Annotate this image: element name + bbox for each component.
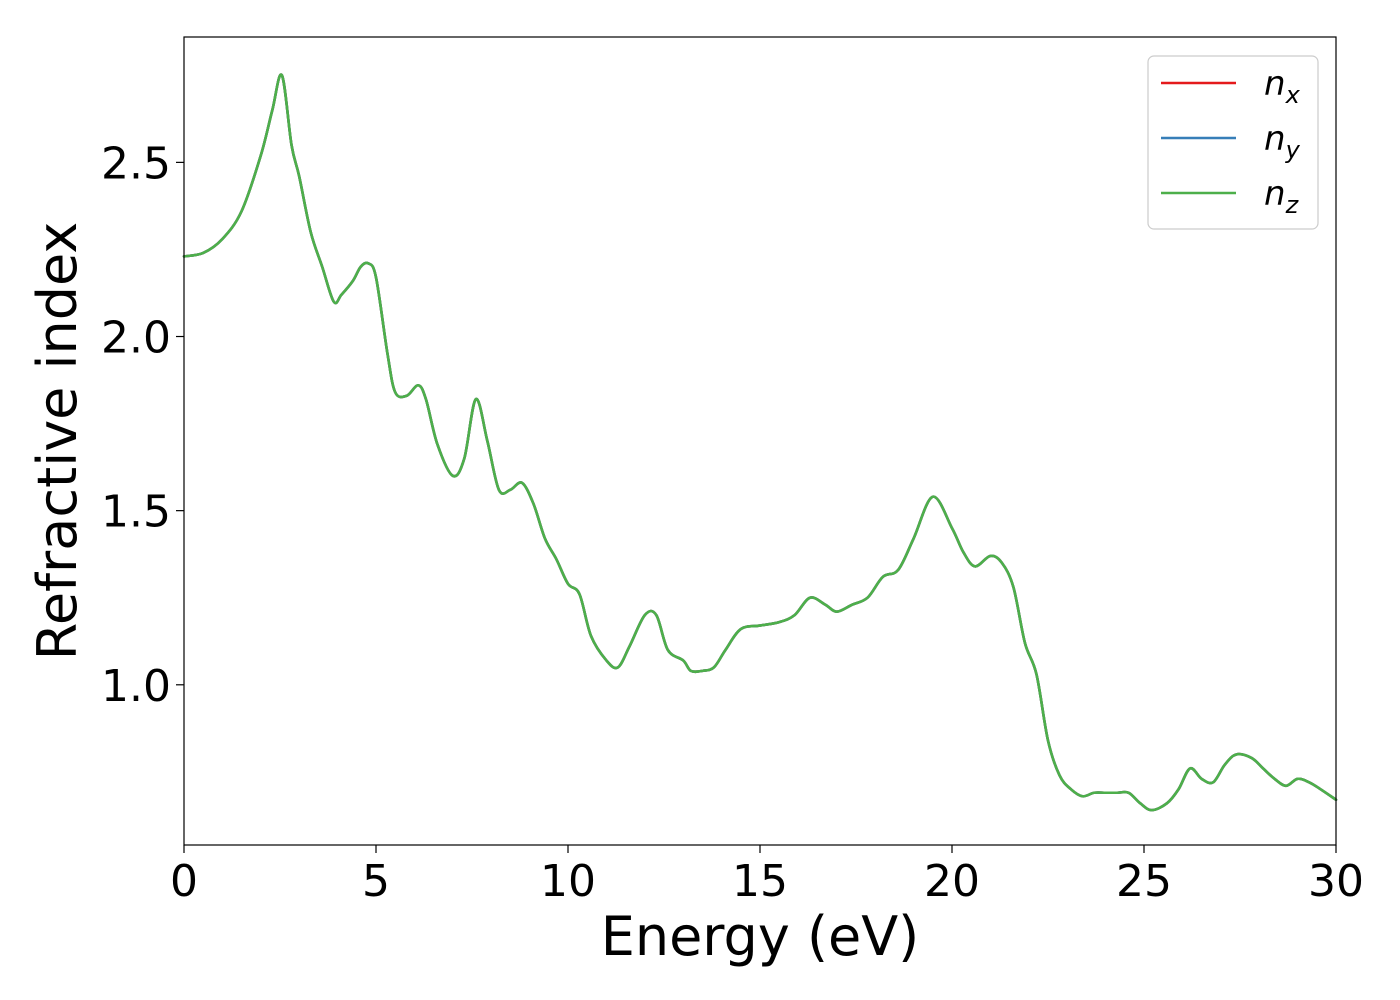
y-tick-label: 2.0 — [101, 313, 171, 364]
y-tick-label: 1.5 — [101, 487, 171, 538]
x-tick-label: 10 — [540, 856, 596, 907]
plot-area — [184, 37, 1336, 845]
x-tick-label: 30 — [1308, 856, 1364, 907]
y-axis-title: Refractive index — [26, 222, 89, 661]
series-layer — [182, 73, 1338, 812]
y-tick-label: 2.5 — [101, 138, 171, 189]
legend-label-n-x: nx — [1264, 64, 1301, 109]
x-tick-label: 5 — [362, 856, 390, 907]
legend: nx ny nz — [1147, 55, 1319, 230]
x-tick-label: 15 — [732, 856, 788, 907]
x-axis-ticks: 0 5 10 15 20 25 30 — [170, 845, 1364, 907]
x-axis-title: Energy (eV) — [601, 905, 920, 968]
legend-box — [1147, 55, 1319, 230]
y-axis-ticks: 1.0 1.5 2.0 2.5 — [101, 138, 184, 712]
legend-label-n-z: nz — [1264, 174, 1300, 219]
x-tick-label: 0 — [170, 856, 198, 907]
legend-label-n-y: ny — [1264, 119, 1301, 164]
series-line-n-z — [182, 73, 1338, 812]
y-tick-label: 1.0 — [101, 661, 171, 712]
x-tick-label: 20 — [924, 856, 980, 907]
x-tick-label: 25 — [1116, 856, 1172, 907]
